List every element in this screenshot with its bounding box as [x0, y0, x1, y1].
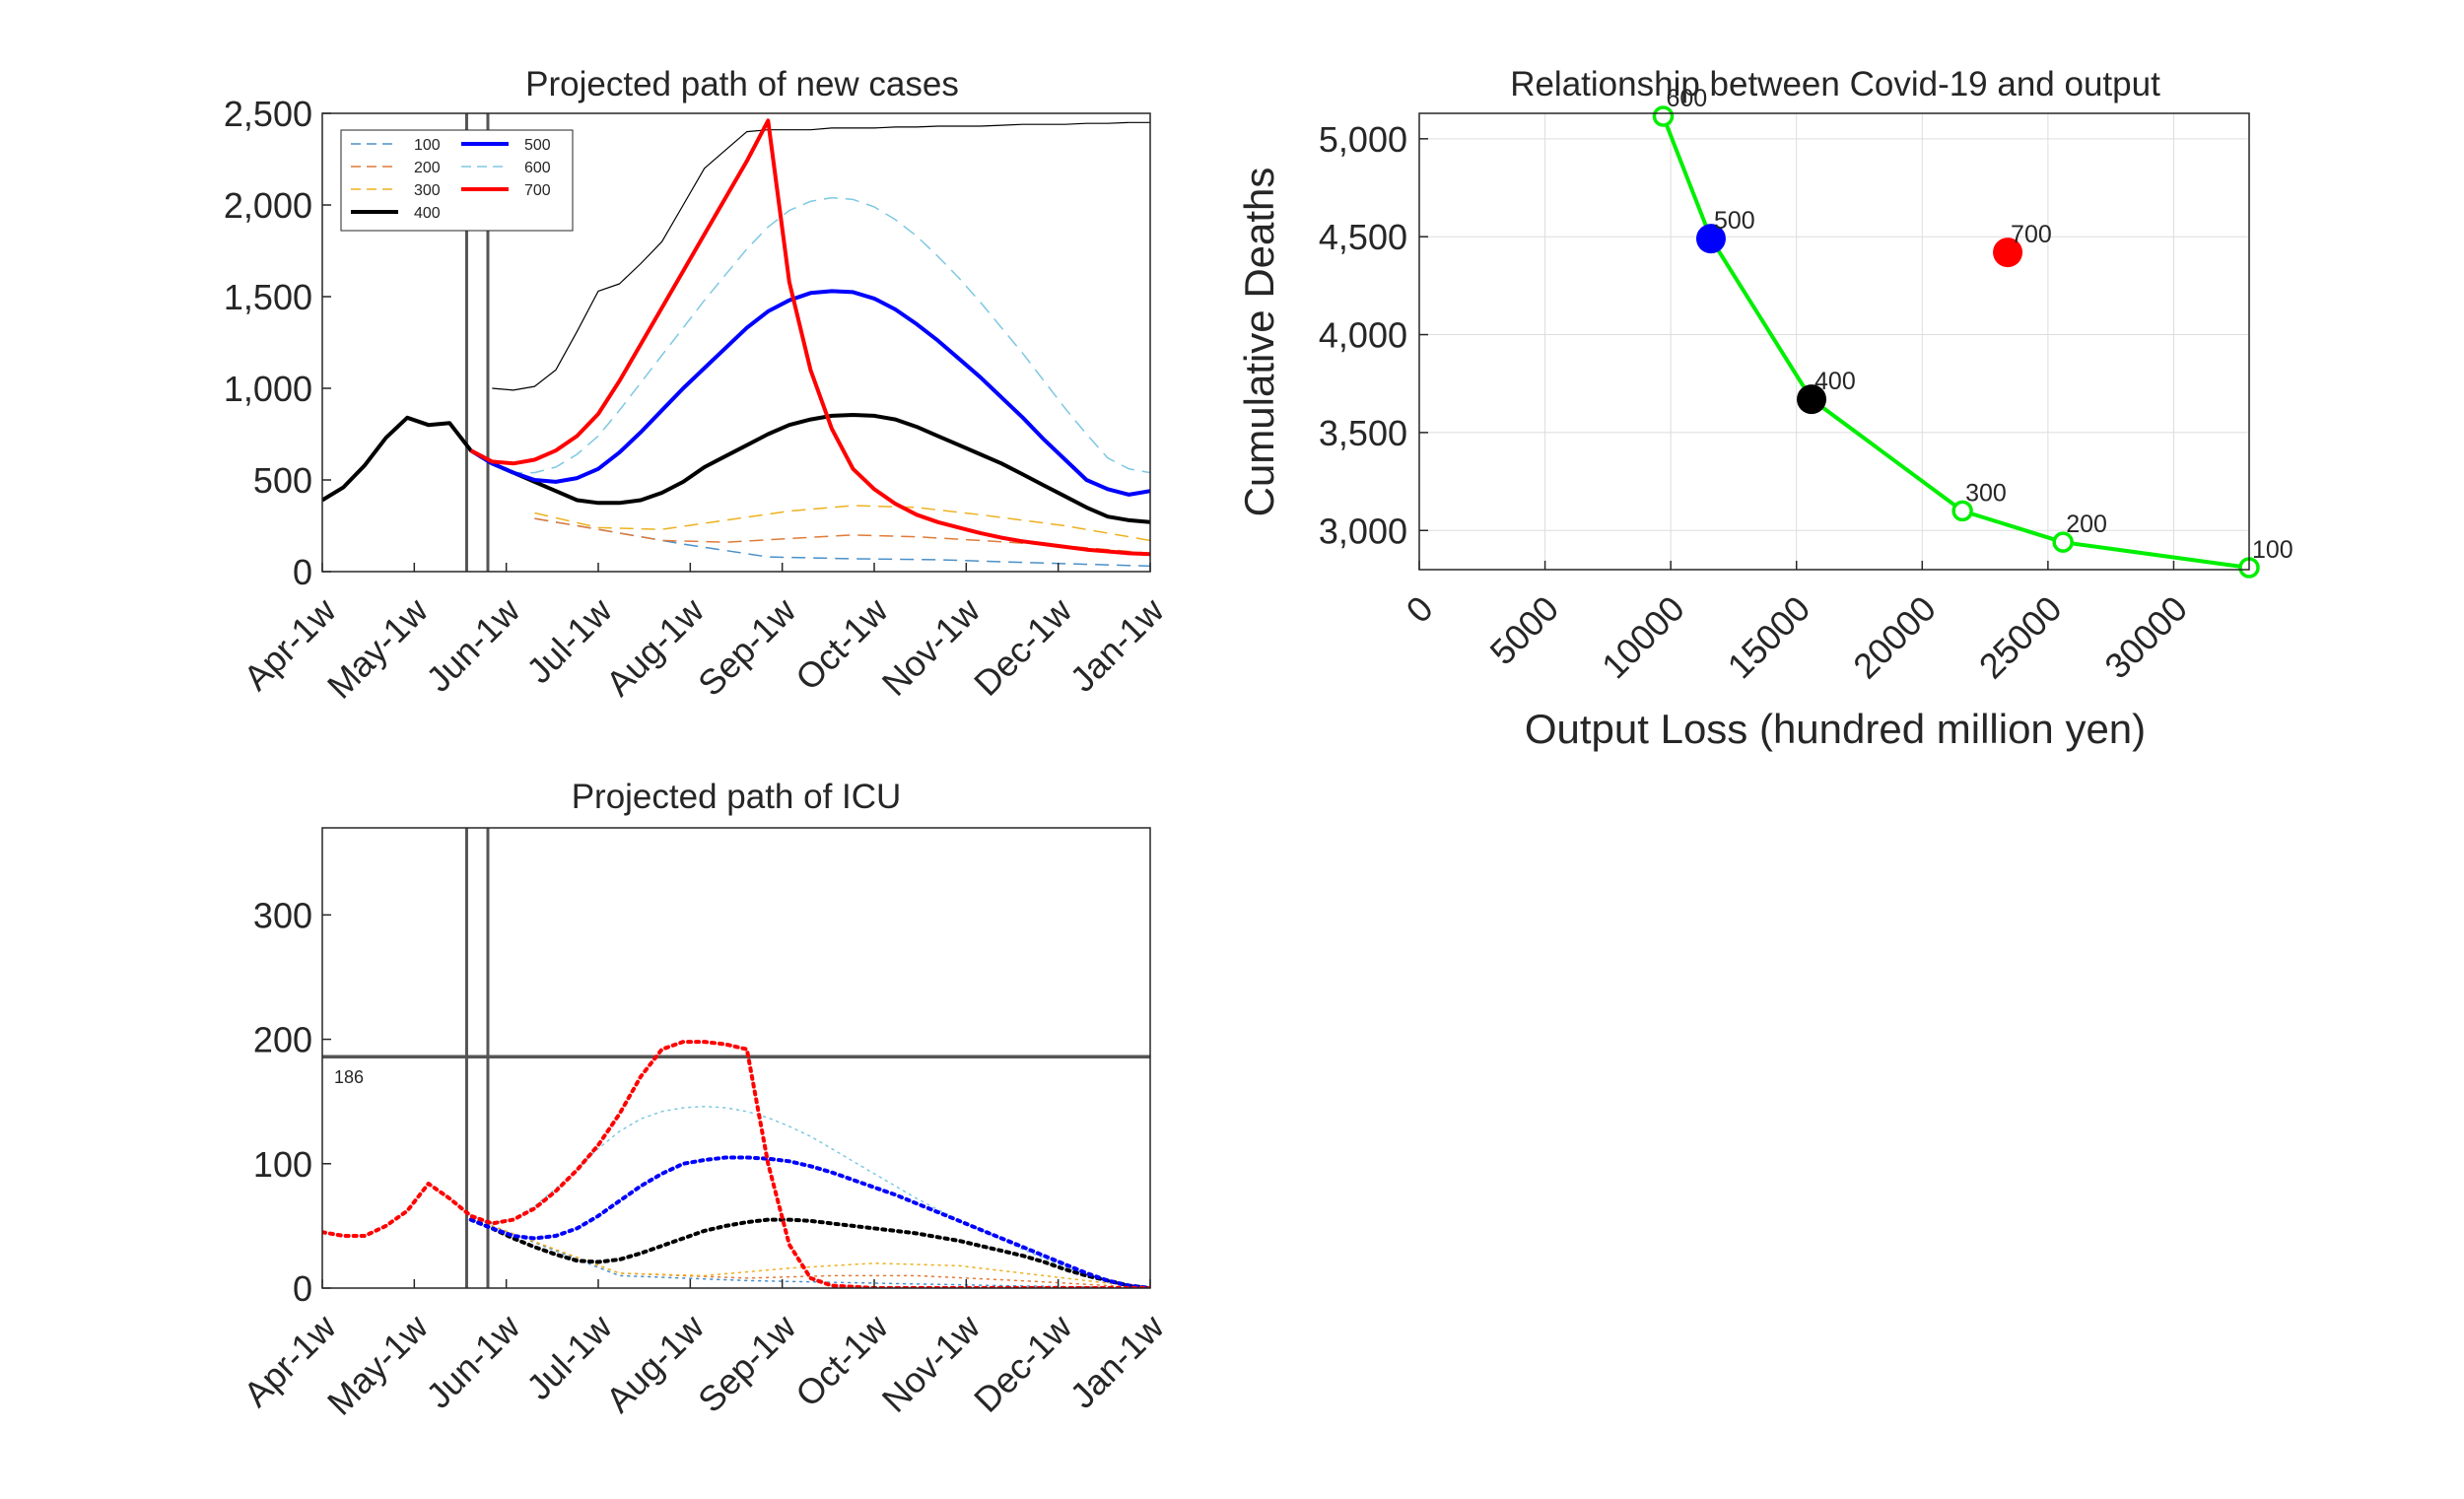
tradeoff-plot-area: 600 500 400 300 200 100 700 [1652, 85, 2293, 579]
tradeoff-chart-title: Relationship between Covid-19 and output [1510, 65, 2160, 103]
series-line-300 [491, 1225, 1150, 1288]
curve-point-200 [2052, 531, 2074, 553]
y-tick-label: 500 [253, 460, 312, 501]
series-line-600 [470, 196, 1150, 474]
y-tick-label: 0 [293, 552, 312, 592]
tradeoff-x-axis-label: Output Loss (hundred million yen) [1525, 706, 2146, 752]
point-label-500: 500 [1714, 207, 1755, 235]
series-line-700 [469, 118, 1150, 557]
point-label-200: 200 [2066, 511, 2107, 538]
series-line-100 [534, 517, 1150, 568]
legend-label-300: 300 [414, 182, 441, 199]
series-line-500 [469, 289, 1150, 497]
curve-point-600 [1652, 105, 1675, 127]
point-label-100: 100 [2252, 536, 2293, 564]
y-tick-label: 5,000 [1319, 119, 1407, 160]
icu-axes-box [321, 827, 1151, 1289]
marker-400 [1797, 384, 1827, 415]
series-line-500 [468, 1155, 1150, 1288]
tradeoff-axes-box [1418, 112, 2250, 571]
point-label-300: 300 [1965, 479, 2007, 507]
y-tick-label: 200 [253, 1020, 312, 1060]
icu-plot-area: 186 [322, 828, 1150, 1288]
y-tick-label: 300 [253, 895, 312, 935]
y-tick-label: 100 [253, 1144, 312, 1185]
y-tick-label: 4,000 [1319, 315, 1407, 356]
y-tick-label: 2,500 [224, 94, 312, 134]
tradeoff-y-axis-label: Cumulative Deaths [1236, 168, 1282, 517]
series-line-300 [534, 505, 1150, 542]
legend-label-500: 500 [524, 137, 551, 154]
y-tick-label: 0 [293, 1268, 312, 1309]
marker-700 [1993, 238, 2023, 268]
y-tick-label: 3,500 [1319, 413, 1407, 453]
icu-y-axis: 0 100 200 300 [253, 895, 331, 1309]
tradeoff-y-axis: 3,000 3,500 4,000 4,500 5,000 [1319, 119, 1428, 551]
legend-label-600: 600 [524, 160, 551, 176]
cases-y-axis: 0 500 1,000 1,500 2,000 2,500 [224, 94, 331, 592]
point-label-600: 600 [1666, 85, 1707, 112]
y-tick-label: 4,500 [1319, 217, 1407, 257]
cases-axes-box [321, 112, 1151, 573]
legend-label-700: 700 [524, 182, 551, 199]
curve-point-300 [1951, 500, 1973, 522]
series-line-200 [491, 1225, 1150, 1288]
legend-label-400: 400 [414, 205, 441, 222]
tradeoff-curve [1661, 115, 2250, 570]
legend-label-200: 200 [414, 160, 441, 176]
y-tick-label: 1,500 [224, 277, 312, 317]
icu-chart-title: Projected path of ICU [572, 778, 902, 816]
series-line-reference [492, 121, 1150, 391]
icu-capacity-label: 186 [334, 1067, 364, 1087]
point-label-400: 400 [1814, 368, 1856, 395]
y-tick-label: 2,000 [224, 185, 312, 226]
legend-label-100: 100 [414, 137, 441, 154]
tradeoff-grid [1418, 113, 2249, 570]
point-label-700: 700 [2011, 221, 2052, 248]
cases-plot-area [322, 113, 1150, 572]
y-tick-label: 3,000 [1319, 511, 1407, 551]
series-line-400 [322, 413, 1150, 524]
series-line-400 [468, 1217, 1150, 1288]
cases-chart-title: Projected path of new cases [525, 65, 959, 103]
marker-500 [1695, 224, 1726, 254]
cases-legend: 100 200 300 400 500 600 700 [340, 129, 574, 232]
series-line-700 [322, 1040, 1150, 1288]
y-tick-label: 1,000 [224, 369, 312, 409]
